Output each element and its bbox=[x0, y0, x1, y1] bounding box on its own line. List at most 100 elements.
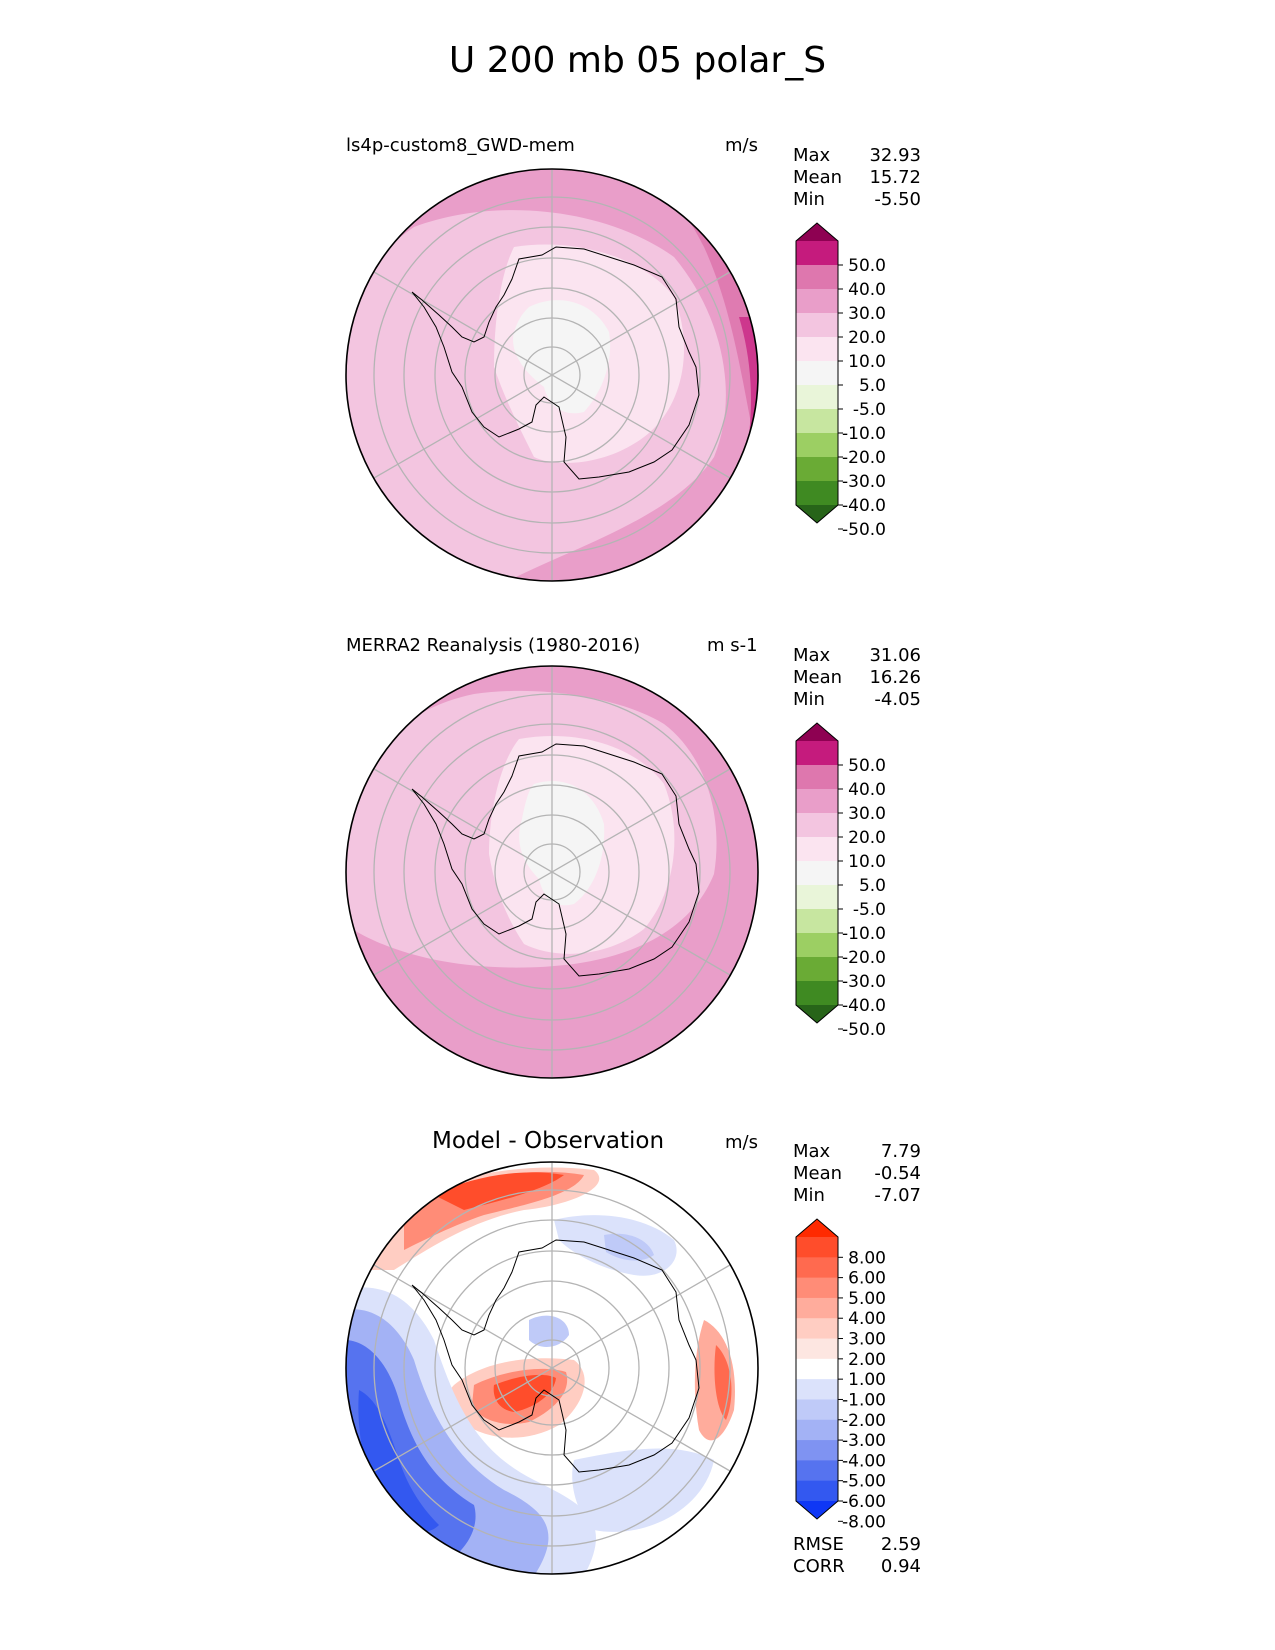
colorbar-tick-label: 40.0 bbox=[848, 780, 886, 800]
colorbar-tick-label: -40.0 bbox=[842, 996, 886, 1016]
colorbar-segment bbox=[796, 385, 838, 410]
stat-value: 16.26 bbox=[869, 667, 921, 688]
colorbar-min-extend bbox=[796, 1501, 838, 1519]
colorbar-segment bbox=[796, 1460, 838, 1482]
colorbar-segment bbox=[796, 765, 838, 790]
obs-panel-title: MERRA2 Reanalysis (1980-2016) bbox=[346, 635, 641, 656]
colorbar-segment bbox=[796, 981, 838, 1006]
stat-value: -4.05 bbox=[874, 689, 921, 710]
colorbar-tick-label: -50.0 bbox=[842, 1020, 886, 1040]
figure-title: U 200 mb 05 polar_S bbox=[448, 40, 827, 81]
antarctica-coastline bbox=[411, 1239, 700, 1473]
stat-label: Mean bbox=[793, 667, 843, 688]
colorbar-tick-label: -6.00 bbox=[842, 1492, 886, 1512]
colorbar-tick-label: -4.00 bbox=[842, 1451, 886, 1471]
colorbar-tick-label: 50.0 bbox=[848, 756, 886, 776]
stat-value: 15.72 bbox=[869, 167, 921, 188]
antarctica-coastline bbox=[411, 743, 700, 977]
model-stats-box: Max 32.93 Mean 15.72 Min -5.50 bbox=[793, 145, 921, 211]
obs-panel-units: m s-1 bbox=[707, 635, 758, 656]
colorbar-segment bbox=[796, 1338, 838, 1360]
stat-label: Max bbox=[793, 645, 831, 666]
colorbar-segment bbox=[796, 1440, 838, 1461]
colorbar-tick-label: -10.0 bbox=[842, 924, 886, 944]
colorbar-segment bbox=[796, 1480, 838, 1502]
colorbar-segment bbox=[796, 361, 838, 386]
colorbar-segment bbox=[796, 337, 838, 362]
colorbar-segment bbox=[796, 457, 838, 482]
colorbar-segment bbox=[796, 957, 838, 982]
colorbar-tick-label: 6.00 bbox=[848, 1269, 886, 1289]
colorbar-tick-label: 5.00 bbox=[848, 1289, 886, 1309]
colorbar-max-extend bbox=[796, 723, 838, 741]
stat-label: Mean bbox=[793, 167, 843, 188]
colorbar-max-extend bbox=[796, 223, 838, 241]
model-polar-map bbox=[345, 168, 759, 582]
stat-label: Max bbox=[793, 145, 831, 166]
colorbar-segment bbox=[796, 1419, 838, 1441]
colorbar-tick-label: 3.00 bbox=[848, 1330, 886, 1350]
colorbar-min-extend bbox=[796, 1005, 838, 1023]
stat-label: Min bbox=[793, 1185, 825, 1206]
colorbar-segment bbox=[796, 481, 838, 506]
colorbar-tick-label: 2.00 bbox=[848, 1350, 886, 1370]
stat-value: 31.06 bbox=[869, 645, 921, 666]
stat-value: 32.93 bbox=[869, 145, 921, 166]
colorbar-tick-label: -5.0 bbox=[853, 900, 886, 920]
colorbar-segment bbox=[796, 741, 838, 766]
colorbar-segment bbox=[796, 933, 838, 958]
colorbar-tick-label: 1.00 bbox=[848, 1370, 886, 1390]
diff-colorbar: 8.006.005.004.003.002.001.00-1.00-2.00-3… bbox=[795, 1218, 886, 1532]
colorbar-segment bbox=[796, 313, 838, 338]
stat-value: 2.59 bbox=[880, 1534, 921, 1555]
colorbar-min-extend bbox=[796, 505, 838, 523]
colorbar-segment bbox=[796, 861, 838, 886]
colorbar-tick-label: -30.0 bbox=[842, 472, 886, 492]
model-panel-units: m/s bbox=[725, 135, 758, 156]
colorbar-segment bbox=[796, 1379, 838, 1400]
model-panel-title: ls4p-custom8_GWD-mem bbox=[346, 135, 575, 156]
stat-value: 0.94 bbox=[880, 1556, 921, 1577]
colorbar-tick-label: -40.0 bbox=[842, 496, 886, 516]
stat-value: -5.50 bbox=[874, 189, 921, 210]
colorbar-tick-label: 8.00 bbox=[848, 1248, 886, 1268]
colorbar-segment bbox=[796, 1297, 838, 1319]
stat-label: Min bbox=[793, 689, 825, 710]
colorbar-segment bbox=[796, 885, 838, 910]
graticule bbox=[373, 666, 731, 1078]
colorbar-segment bbox=[796, 837, 838, 862]
colorbar-tick-label: 50.0 bbox=[848, 256, 886, 276]
stat-value: -7.07 bbox=[874, 1185, 921, 1206]
graticule bbox=[373, 1162, 731, 1574]
diff-polar-map bbox=[345, 1161, 759, 1575]
stat-value: 7.79 bbox=[880, 1141, 921, 1162]
colorbar-segment bbox=[796, 265, 838, 290]
graticule bbox=[373, 169, 731, 581]
diff-panel-title: Model - Observation bbox=[432, 1128, 665, 1154]
colorbar-tick-label: -8.00 bbox=[842, 1512, 886, 1532]
colorbar-segment bbox=[796, 1399, 838, 1421]
colorbar-segment bbox=[796, 433, 838, 458]
stat-label: Min bbox=[793, 189, 825, 210]
colorbar-tick-label: 30.0 bbox=[848, 304, 886, 324]
colorbar-tick-label: -1.00 bbox=[842, 1390, 886, 1410]
colorbar-tick-label: -50.0 bbox=[842, 520, 886, 540]
colorbar-tick-label: 20.0 bbox=[848, 828, 886, 848]
colorbar-segment bbox=[796, 909, 838, 934]
colorbar-segment bbox=[796, 1358, 838, 1380]
stat-label: RMSE bbox=[793, 1534, 844, 1555]
colorbar-segment bbox=[796, 289, 838, 314]
colorbar-segment bbox=[796, 1237, 838, 1258]
stat-label: Max bbox=[793, 1141, 831, 1162]
stat-label: CORR bbox=[793, 1556, 845, 1577]
colorbar-tick-label: 4.00 bbox=[848, 1309, 886, 1329]
colorbar-tick-label: 5.0 bbox=[859, 876, 886, 896]
colorbar-tick-label: 40.0 bbox=[848, 280, 886, 300]
colorbar-tick-label: -5.0 bbox=[853, 400, 886, 420]
antarctica-coastline bbox=[411, 246, 700, 480]
colorbar-tick-label: -20.0 bbox=[842, 948, 886, 968]
colorbar-segment bbox=[796, 813, 838, 838]
model-colorbar: 50.0 40.0 30.0 20.0 10.0 5.0 -5.0 -10.0 -20.0 -30… bbox=[795, 222, 886, 540]
colorbar-segment bbox=[796, 409, 838, 434]
colorbar-tick-label: 30.0 bbox=[848, 804, 886, 824]
